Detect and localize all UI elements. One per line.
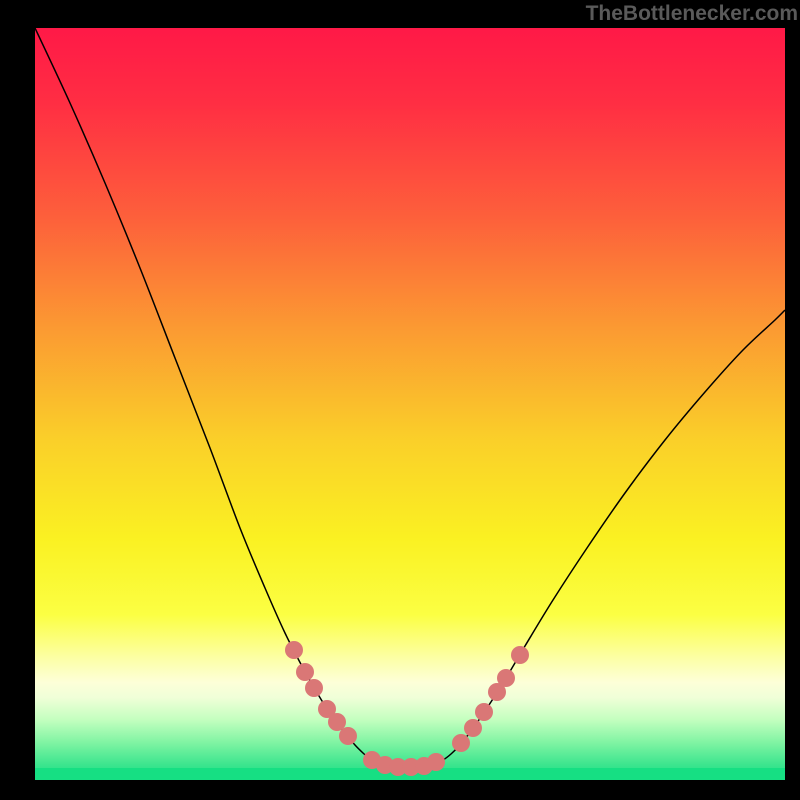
plot-area [35,28,785,780]
data-marker [285,641,303,659]
chart-frame: TheBottlenecker.com [0,0,800,800]
data-marker [296,663,314,681]
data-marker [339,727,357,745]
data-marker [305,679,323,697]
data-marker [475,703,493,721]
data-marker [511,646,529,664]
data-marker [328,713,346,731]
data-marker [464,719,482,737]
data-marker [427,753,445,771]
background-gradient [35,28,785,780]
watermark-text: TheBottlenecker.com [586,2,798,26]
data-marker [497,669,515,687]
data-marker [452,734,470,752]
